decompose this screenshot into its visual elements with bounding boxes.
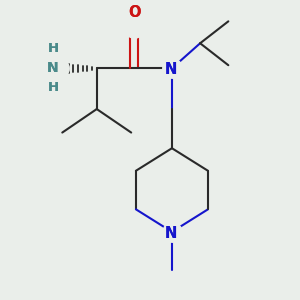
Text: O: O xyxy=(128,5,141,20)
Text: H: H xyxy=(47,81,58,94)
Text: N: N xyxy=(164,62,177,77)
Text: H: H xyxy=(47,42,58,56)
Text: N: N xyxy=(164,62,177,77)
Text: N: N xyxy=(47,61,59,75)
Text: O: O xyxy=(128,5,141,20)
Text: N: N xyxy=(47,61,59,75)
Text: H: H xyxy=(47,81,58,94)
Text: N: N xyxy=(164,226,177,241)
Text: N: N xyxy=(164,226,177,241)
Text: H: H xyxy=(47,42,58,56)
